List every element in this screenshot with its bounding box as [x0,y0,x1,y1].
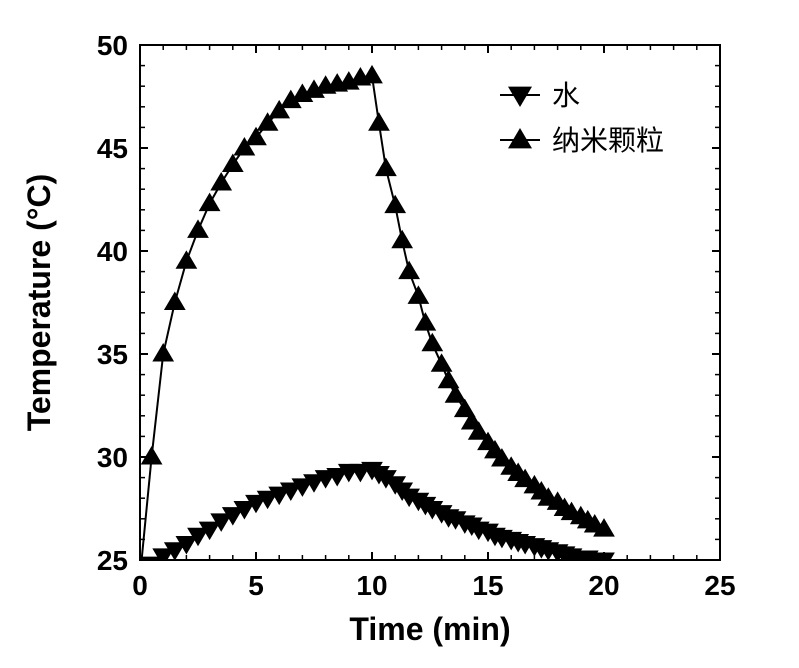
svg-text:30: 30 [97,442,128,473]
svg-text:40: 40 [97,236,128,267]
svg-text:Temperature (°C): Temperature (°C) [21,174,57,432]
svg-text:15: 15 [472,570,503,601]
temperature-time-chart: 0 5 10 15 20 25 25 30 35 40 45 50 Time (min) Temperat… [0,0,799,668]
chart-container: 0 5 10 15 20 25 25 30 35 40 45 50 Time (min) Temperat… [0,0,799,668]
svg-text:0: 0 [132,570,148,601]
svg-text:25: 25 [97,545,128,576]
svg-text:20: 20 [588,570,619,601]
svg-text:50: 50 [97,30,128,61]
svg-text:35: 35 [97,339,128,370]
svg-text:5: 5 [248,570,264,601]
svg-text:Time (min): Time (min) [349,611,510,647]
svg-text:纳米颗粒: 纳米颗粒 [552,125,664,156]
svg-text:10: 10 [356,570,387,601]
svg-text:25: 25 [704,570,735,601]
svg-text:45: 45 [97,133,128,164]
svg-text:水: 水 [552,80,580,111]
